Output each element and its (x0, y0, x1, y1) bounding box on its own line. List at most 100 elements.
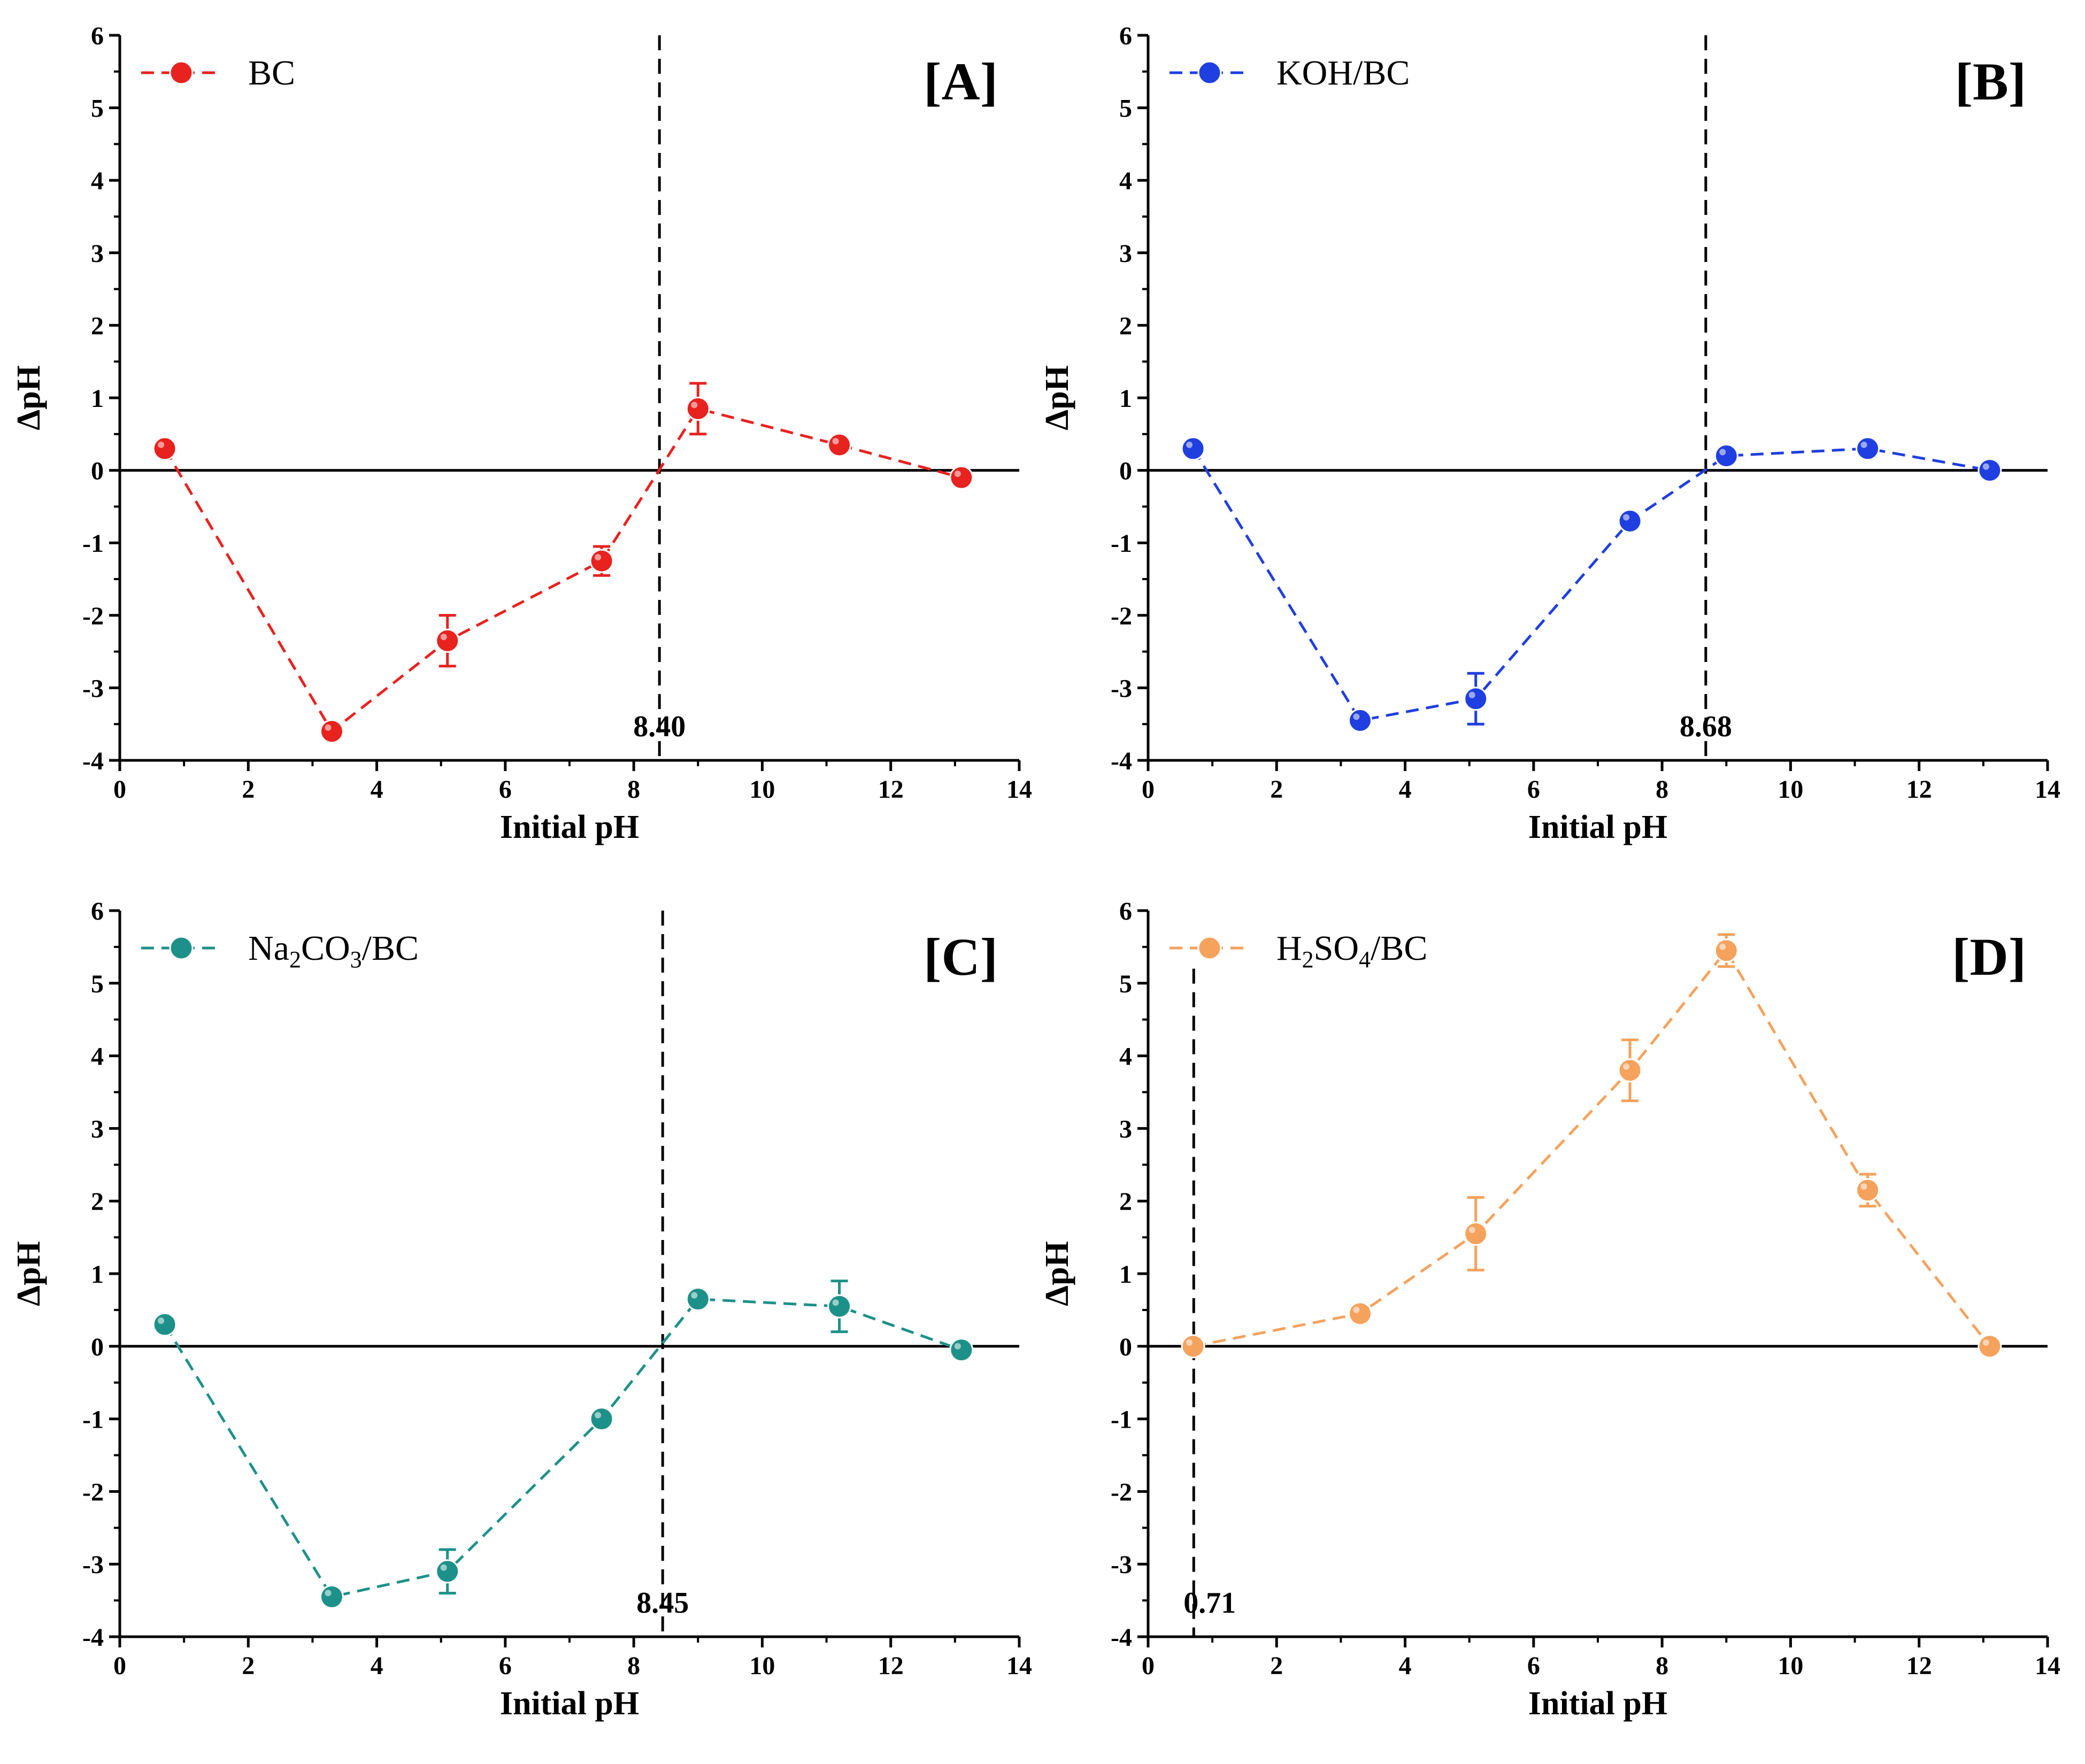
y-tick-label: 5 (91, 95, 104, 123)
y-tick-label: -4 (1111, 1623, 1132, 1652)
x-tick-label: 10 (1778, 1652, 1803, 1680)
x-tick-label: 14 (2035, 775, 2060, 804)
panel-label: [D] (1952, 927, 2026, 987)
panel-label: [C] (924, 927, 998, 987)
x-tick-label: 6 (1527, 1652, 1540, 1680)
x-tick-label: 14 (2035, 1652, 2060, 1680)
legend-label: H2SO4/BC (1276, 929, 1427, 973)
x-tick-label: 8 (1656, 1652, 1668, 1680)
data-point-highlight (1468, 1227, 1475, 1234)
y-tick-label: -1 (82, 529, 104, 558)
data-point (1181, 436, 1205, 461)
data-point-highlight (1623, 1063, 1630, 1070)
y-tick-label: 3 (91, 1115, 104, 1143)
y-tick-label: 1 (1119, 384, 1132, 413)
data-point (152, 1312, 177, 1337)
data-point (435, 628, 460, 653)
data-point-highlight (158, 441, 165, 448)
legend-label: KOH/BC (1276, 53, 1410, 93)
y-tick-label: 5 (1119, 95, 1132, 123)
x-tick-label: 10 (749, 1652, 775, 1680)
x-tick-label: 4 (1399, 1652, 1412, 1680)
legend-marker (169, 60, 194, 85)
data-point-highlight (691, 402, 698, 409)
legend-label-part: H (1276, 929, 1302, 968)
data-point (319, 1584, 344, 1609)
data-point-highlight (440, 1564, 447, 1571)
x-tick-label: 12 (878, 775, 904, 804)
legend-label-part: 2 (289, 946, 301, 973)
series-line (163, 407, 962, 734)
data-point-highlight (954, 1343, 961, 1350)
data-point (1464, 687, 1488, 711)
y-tick-label: 6 (91, 897, 104, 926)
y-tick-label: 3 (1119, 1115, 1132, 1143)
x-axis-title: Initial pH (500, 809, 639, 845)
y-tick-label: 1 (91, 384, 104, 413)
pzc-label: 0.71 (1183, 1586, 1236, 1620)
data-point-highlight (1860, 441, 1867, 448)
panel-label: [A] (924, 52, 998, 111)
x-tick-label: 10 (749, 775, 775, 804)
y-tick-label: -1 (1111, 1406, 1132, 1434)
data-point-highlight (158, 1318, 165, 1324)
y-tick-label: -2 (82, 602, 104, 630)
data-point (1978, 1334, 2002, 1359)
x-tick-label: 8 (1656, 775, 1668, 804)
data-point (1618, 1058, 1642, 1083)
data-point (435, 1559, 460, 1584)
series-line (1192, 948, 1991, 1348)
y-tick-label: 1 (1119, 1260, 1132, 1289)
y-tick-label: 2 (91, 1188, 104, 1216)
data-point (1978, 458, 2002, 483)
x-tick-label: 2 (242, 775, 255, 804)
data-point (1348, 708, 1372, 733)
data-point (152, 436, 177, 461)
panel-label: [B] (1955, 52, 2026, 111)
data-point (589, 1407, 614, 1431)
y-axis-title: ΔpH (11, 1241, 47, 1306)
data-point-highlight (1623, 514, 1630, 521)
y-tick-label: 6 (1119, 897, 1132, 926)
data-point-highlight (832, 1299, 839, 1306)
y-tick-label: -3 (1111, 1551, 1132, 1579)
data-point (949, 1338, 974, 1362)
x-tick-label: 12 (1906, 1652, 1932, 1680)
data-point-highlight (1353, 713, 1360, 720)
x-axis-title: Initial pH (1528, 1685, 1667, 1722)
y-tick-label: 1 (91, 1260, 104, 1289)
y-tick-label: -4 (1111, 747, 1132, 775)
y-tick-label: -2 (82, 1478, 104, 1506)
data-point-highlight (595, 1412, 602, 1419)
x-tick-label: 0 (1142, 1652, 1155, 1680)
y-tick-label: 5 (1119, 970, 1132, 998)
legend-marker (1197, 60, 1222, 85)
y-tick-label: 4 (1119, 1043, 1132, 1071)
data-point-highlight (1186, 1339, 1193, 1346)
y-tick-label: -2 (1111, 1478, 1132, 1506)
legend-label: Na2CO3/BC (248, 929, 419, 973)
data-point (589, 549, 614, 573)
data-point (1714, 938, 1738, 963)
pzc-label: 8.45 (636, 1586, 689, 1620)
data-point-highlight (1186, 441, 1193, 448)
y-tick-label: 0 (1119, 1333, 1132, 1361)
x-tick-label: 8 (627, 1652, 640, 1680)
data-point (1856, 1178, 1880, 1203)
y-tick-label: 5 (91, 970, 104, 998)
x-tick-label: 8 (627, 775, 640, 804)
y-tick-label: -3 (1111, 674, 1132, 703)
data-point (1464, 1221, 1488, 1246)
legend-label-part: 2 (1302, 946, 1314, 973)
data-point-highlight (1982, 1339, 1989, 1346)
data-point-highlight (1353, 1306, 1360, 1313)
data-point-highlight (325, 724, 332, 731)
data-point-highlight (1860, 1183, 1867, 1190)
legend-label-part: 3 (350, 946, 362, 973)
x-tick-label: 0 (1142, 775, 1155, 804)
data-point-highlight (954, 471, 961, 477)
x-tick-label: 2 (1270, 775, 1283, 804)
